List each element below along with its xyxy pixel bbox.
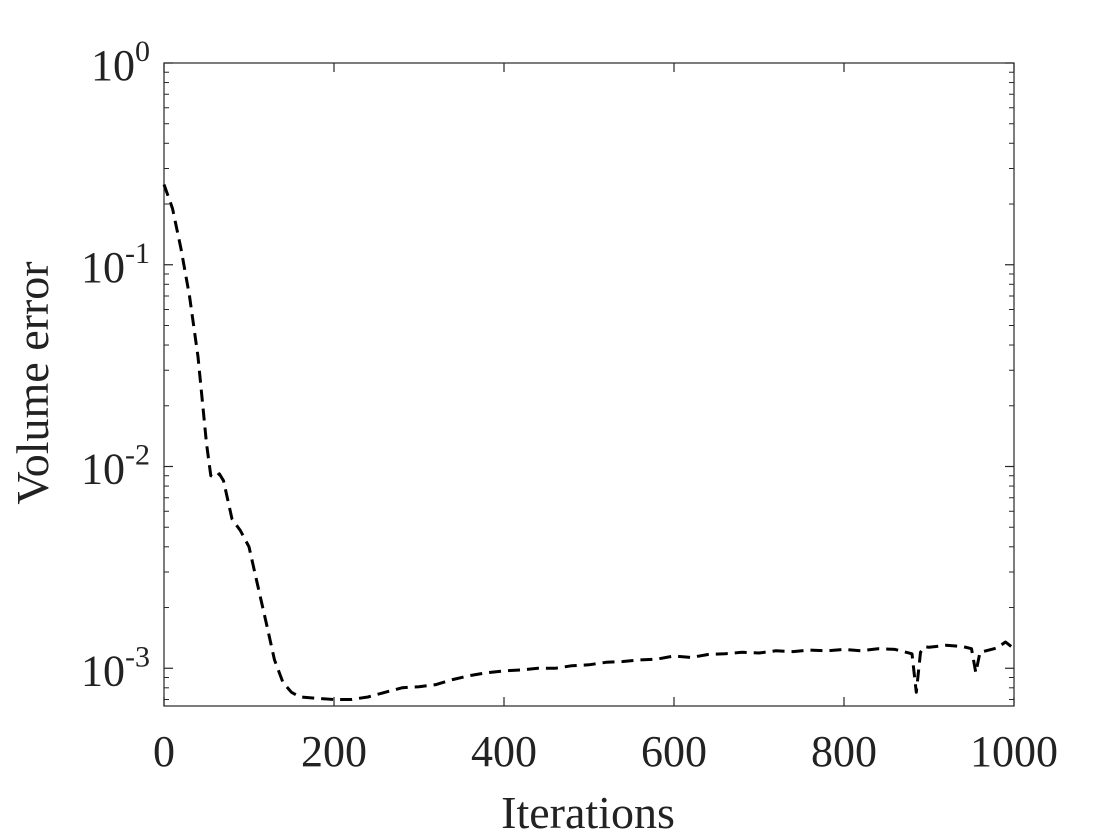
- y-axis-ticks: 100 10-1 10-2 10-3: [81, 35, 1014, 701]
- x-axis-ticks: 0 200 400 600 800 1000: [153, 63, 1058, 776]
- x-tick-label: 400: [471, 727, 537, 776]
- y-tick-label: 10-1: [81, 237, 150, 292]
- y-axis-label: Volume error: [7, 261, 58, 504]
- y-tick-label: 10-2: [81, 439, 150, 494]
- x-tick-label: 1000: [970, 727, 1058, 776]
- x-axis-label: Iterations: [501, 787, 675, 838]
- y-tick-label: 100: [91, 35, 150, 90]
- plot-area-border: [163, 62, 1015, 707]
- x-tick-label: 200: [301, 727, 367, 776]
- x-tick-label: 800: [811, 727, 877, 776]
- series-layer: [162, 183, 1015, 701]
- plot-frame: [163, 62, 1015, 707]
- x-tick-label: 0: [153, 727, 175, 776]
- series-line: [162, 183, 1015, 701]
- y-tick-label: 10-3: [81, 640, 150, 695]
- x-tick-label: 600: [641, 727, 707, 776]
